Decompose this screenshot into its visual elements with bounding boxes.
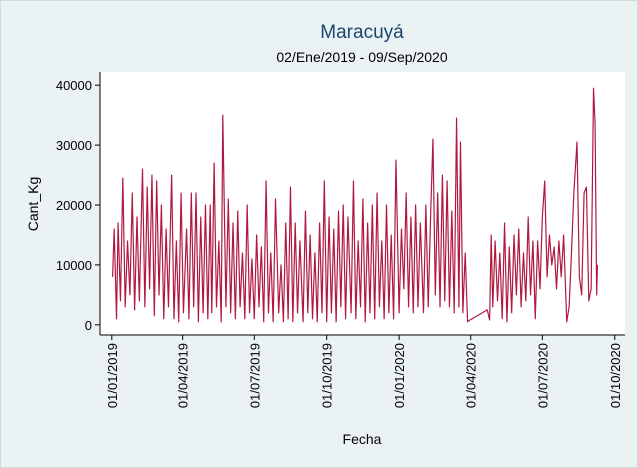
x-tick-label: 01/07/2019 — [247, 343, 262, 408]
x-tick-label: 01/10/2019 — [320, 343, 335, 408]
y-tick-label: 20000 — [56, 198, 92, 213]
y-tick-label: 10000 — [56, 258, 92, 273]
x-tick-label: 01/04/2020 — [464, 343, 479, 408]
x-tick-label: 01/04/2019 — [176, 343, 191, 408]
chart-title: Maracuyá — [320, 22, 404, 43]
data-line — [111, 87, 599, 323]
x-tick-label: 01/07/2020 — [535, 343, 550, 408]
chart-subtitle: 02/Ene/2019 - 09/Sep/2020 — [276, 49, 447, 65]
x-tick-label: 01/10/2020 — [608, 343, 623, 408]
x-axis-label: Fecha — [343, 431, 382, 447]
y-tick-label: 30000 — [56, 138, 92, 153]
y-tick-label: 40000 — [56, 78, 92, 93]
y-tick-label: 0 — [85, 318, 92, 333]
x-tick-label: 01/01/2019 — [105, 343, 120, 408]
x-tick-label: 01/01/2020 — [392, 343, 407, 408]
y-axis-label: Cant_Kg — [25, 177, 41, 231]
